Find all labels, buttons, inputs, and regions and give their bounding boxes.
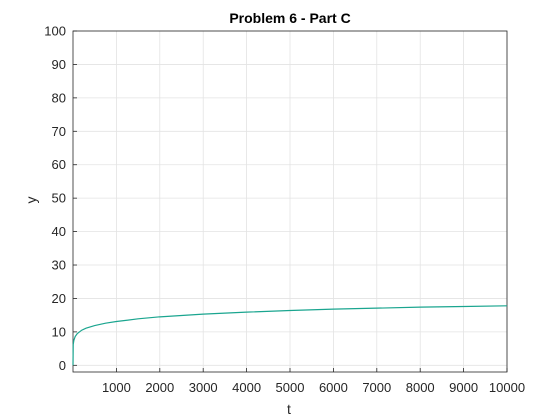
y-tick-label: 40	[52, 224, 66, 239]
y-tick-label: 10	[52, 324, 66, 339]
x-tick-label: 5000	[276, 380, 305, 395]
x-tick-label: 7000	[362, 380, 391, 395]
series-line	[72, 305, 508, 366]
y-tick-label: 80	[52, 90, 66, 105]
y-tick-label: 100	[44, 24, 66, 39]
x-tick-label: 9000	[449, 380, 478, 395]
y-tick-label: 0	[59, 358, 66, 373]
x-tick-label: 6000	[319, 380, 348, 395]
ticks: 1000 2000 3000 4000 5000 6000 7000 8000 9000 1000…	[44, 24, 525, 396]
x-tick-label: 10000	[489, 380, 525, 395]
y-tick-label: 30	[52, 258, 66, 273]
y-tick-label: 90	[52, 57, 66, 72]
y-tick-label: 70	[52, 124, 66, 139]
series-layer	[72, 305, 508, 366]
y-tick-label: 60	[52, 157, 66, 172]
y-tick-label: 20	[52, 291, 66, 306]
chart-title: Problem 6 - Part C	[229, 10, 350, 26]
x-tick-label: 1000	[102, 380, 131, 395]
x-tick-label: 8000	[406, 380, 435, 395]
x-axis-label: t	[287, 401, 291, 417]
y-tick-label: 50	[52, 191, 66, 206]
x-tick-label: 2000	[145, 380, 174, 395]
y-axis-label: y	[23, 197, 39, 204]
x-tick-label: 3000	[189, 380, 218, 395]
x-tick-label: 4000	[232, 380, 261, 395]
